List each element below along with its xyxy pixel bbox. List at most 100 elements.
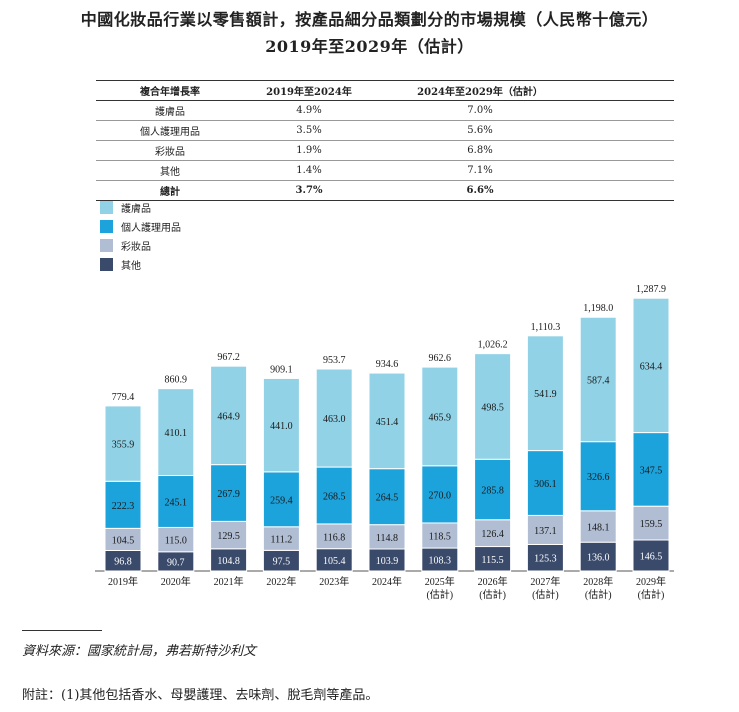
data-label: 355.9 <box>112 440 135 451</box>
x-tick-label: 2029年 <box>636 575 666 588</box>
bar-segment-skincare <box>210 365 248 466</box>
total-label: 934.6 <box>376 359 399 370</box>
x-tick-label: (估計) <box>638 588 665 601</box>
data-label: 148.1 <box>587 523 610 534</box>
x-tick-label: 2023年 <box>319 575 349 588</box>
bar-segment-color-cosmetics <box>210 520 248 550</box>
bar-segment-personal-care <box>368 468 406 526</box>
legend-label: 護膚品 <box>121 204 151 215</box>
bar-segment-skincare <box>421 366 459 467</box>
cagr-total-value: 6.6% <box>374 180 586 201</box>
x-tick-label: (估計) <box>479 588 506 601</box>
data-label: 410.1 <box>165 428 188 439</box>
data-label: 464.9 <box>217 411 240 422</box>
bar-segment-personal-care <box>579 441 617 512</box>
cagr-header-period2: 2024年至2029年（估計） <box>374 80 586 101</box>
x-tick-label: 2021年 <box>214 575 244 588</box>
bar-segment-skincare <box>474 353 512 460</box>
legend-swatch-others <box>100 258 113 271</box>
data-label: 222.3 <box>112 501 135 512</box>
data-label: 441.0 <box>270 421 293 432</box>
bar-segment-skincare <box>579 316 617 443</box>
data-label: 115.5 <box>482 555 504 566</box>
total-label: 962.6 <box>429 353 452 364</box>
chart-title: 中國化妝品行業以零售額計，按產品細分品類劃分的市場規模（人民幣十億元） <box>80 10 659 29</box>
cagr-header-row: 複合年增長率 2019年至2024年 2024年至2029年（估計） <box>96 80 674 101</box>
data-label: 105.4 <box>323 556 346 567</box>
data-label: 264.5 <box>376 493 399 504</box>
data-label: 634.4 <box>640 361 663 372</box>
total-label: 1,198.0 <box>583 303 613 314</box>
bar-segment-personal-care <box>104 480 142 529</box>
total-label: 1,287.9 <box>636 284 666 295</box>
data-label: 587.4 <box>587 375 610 386</box>
data-label: 326.6 <box>587 472 610 483</box>
data-label: 270.0 <box>429 490 452 501</box>
chart-legend: 護膚品 個人護理用品 彩妝品 其他 <box>100 198 181 274</box>
data-label: 267.9 <box>217 489 240 500</box>
x-tick-label: 2022年 <box>266 575 296 588</box>
cagr-value: 7.1% <box>374 160 586 181</box>
bar-segment-color-cosmetics <box>579 510 617 543</box>
bar-segment-personal-care <box>526 450 564 516</box>
cagr-category: 個人護理用品 <box>96 120 244 141</box>
x-tick-label: 2025年 <box>425 575 455 588</box>
cagr-category: 護膚品 <box>96 100 244 121</box>
data-label: 451.4 <box>376 417 399 428</box>
data-label: 111.2 <box>271 535 293 546</box>
x-tick-label: 2024年 <box>372 575 402 588</box>
x-tick-label: 2027年 <box>530 575 560 588</box>
bar-segment-personal-care <box>474 458 512 521</box>
x-tick-label: (估計) <box>426 588 453 601</box>
data-label: 259.4 <box>270 495 293 506</box>
stacked-bar-chart: 96.8 104.5 222.3 355.9 779.4 2019年 90.7 115.0 24… <box>95 284 674 601</box>
cagr-table: 複合年增長率 2019年至2024年 2024年至2029年（估計） 護膚品 4… <box>96 80 674 201</box>
source-note: 資料來源：國家統計局，弗若斯特沙利文 <box>22 644 257 659</box>
data-label: 541.9 <box>534 389 557 400</box>
cagr-value: 5.6% <box>374 120 586 141</box>
table-row: 護膚品 4.9% 7.0% <box>96 100 674 121</box>
bar-segment-others <box>526 543 564 572</box>
x-tick-label: (估計) <box>532 588 559 601</box>
divider <box>22 630 102 631</box>
data-label: 118.5 <box>429 532 451 543</box>
data-label: 125.3 <box>534 554 557 565</box>
data-label: 114.8 <box>376 533 398 544</box>
bar-segment-skincare <box>104 405 142 482</box>
legend-label: 彩妝品 <box>121 242 151 253</box>
data-label: 116.8 <box>323 532 345 543</box>
legend-label: 其他 <box>121 261 141 272</box>
legend-label: 個人護理用品 <box>121 223 181 234</box>
data-label: 498.5 <box>481 402 504 413</box>
cagr-total-row: 總計 3.7% 6.6% <box>96 180 674 201</box>
x-tick-label: (估計) <box>585 588 612 601</box>
legend-swatch-personal-care <box>100 220 113 233</box>
data-label: 306.1 <box>534 479 557 490</box>
total-label: 1,026.2 <box>478 340 508 351</box>
data-label: 104.8 <box>217 556 240 567</box>
cagr-value: 1.4% <box>244 160 374 181</box>
bar-segment-color-cosmetics <box>157 526 195 553</box>
data-label: 285.8 <box>481 485 504 496</box>
data-label: 268.5 <box>323 492 346 503</box>
chart-subtitle: 2019年至2029年（估計） <box>265 37 474 56</box>
bar-segment-personal-care <box>315 466 353 525</box>
bar-segment-others <box>579 541 617 572</box>
data-label: 347.5 <box>640 465 663 476</box>
table-row: 彩妝品 1.9% 6.8% <box>96 140 674 161</box>
cagr-total-label: 總計 <box>96 180 244 201</box>
bar-segment-personal-care <box>421 465 459 524</box>
cagr-header-period1: 2019年至2024年 <box>244 80 374 101</box>
data-label: 108.3 <box>429 556 452 567</box>
data-label: 137.1 <box>534 526 557 537</box>
bar-segment-personal-care <box>210 464 248 522</box>
data-label: 97.5 <box>273 557 291 568</box>
cagr-category: 其他 <box>96 160 244 181</box>
cagr-header-label: 複合年增長率 <box>96 80 244 101</box>
bar-segment-skincare <box>632 297 670 434</box>
legend-item-skincare: 護膚品 <box>100 198 181 217</box>
data-label: 103.9 <box>376 556 399 567</box>
bar-segment-skincare <box>262 377 300 473</box>
cagr-total-value: 3.7% <box>244 180 374 201</box>
cagr-value: 3.5% <box>244 120 374 141</box>
